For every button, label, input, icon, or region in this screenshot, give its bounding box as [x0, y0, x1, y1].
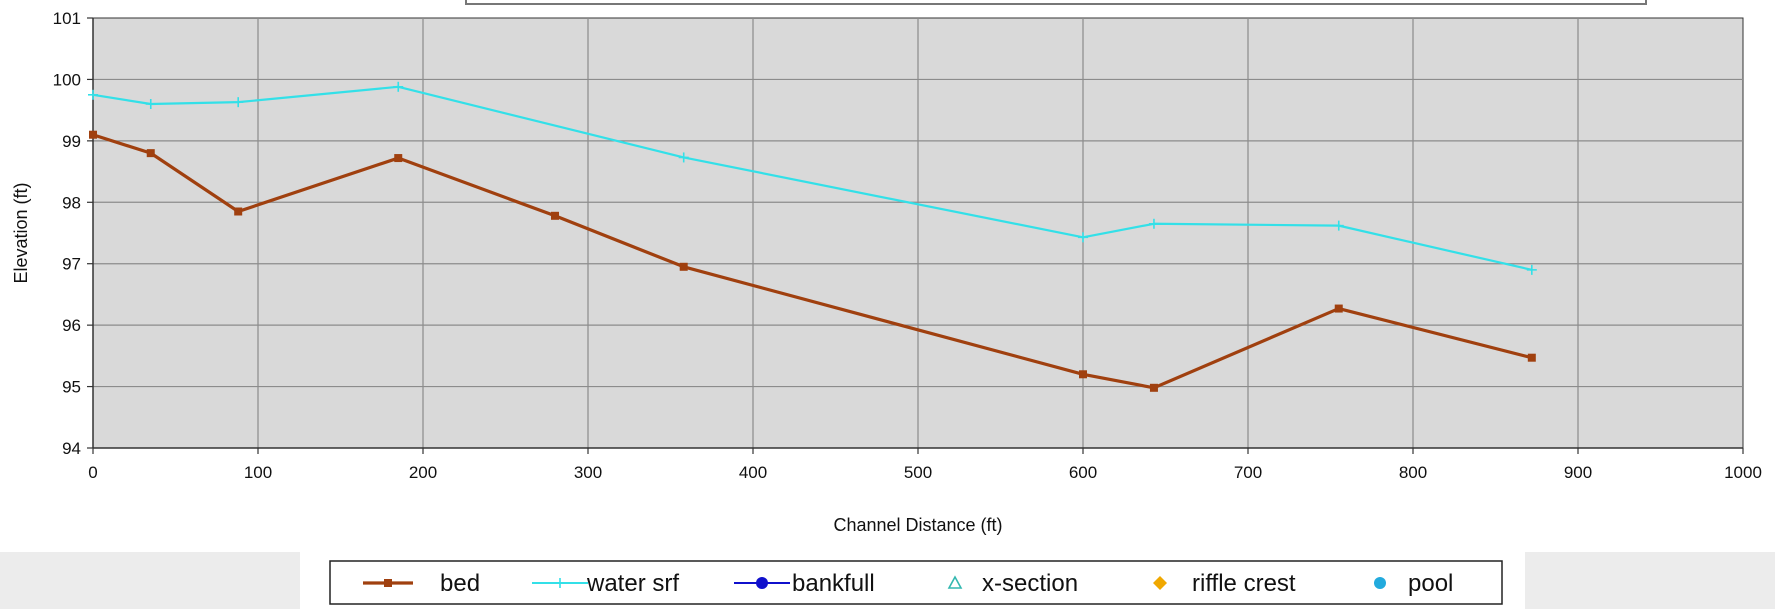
y-tick-label: 100 [53, 70, 81, 89]
water-srf-point [233, 97, 244, 108]
y-tick-label: 94 [62, 439, 81, 458]
x-tick-label: 0 [88, 463, 97, 482]
water-srf-point [88, 89, 98, 100]
title-box [465, 0, 1647, 5]
grid [93, 18, 1743, 448]
y-tick-label: 98 [62, 193, 81, 212]
legend-label-x-section: x-section [982, 570, 1078, 597]
legend-label-bed: bed [440, 570, 480, 597]
legend-item-bankfull: bankfull [734, 570, 875, 597]
legend-label-water-srf: water srf [586, 570, 679, 597]
y-tick-label: 101 [53, 9, 81, 28]
legend-marker-pool [1374, 577, 1386, 589]
water-srf-point [1078, 232, 1088, 243]
bed-point [394, 154, 403, 163]
legend-marker-bankfull [756, 577, 768, 589]
series-bed [89, 130, 1536, 392]
bed-point [1527, 353, 1536, 362]
bed-point [89, 130, 97, 139]
legend-item-bed: bed [363, 570, 480, 597]
bed-point [234, 207, 243, 216]
water-srf-point [1148, 218, 1159, 229]
legend-marker-x-section [947, 575, 963, 589]
bed-point [679, 262, 688, 271]
x-tick-label: 300 [574, 463, 602, 482]
water-srf-point [1526, 264, 1537, 275]
legend-marker-bed [384, 579, 392, 587]
legend-box [329, 560, 1503, 605]
y-axis-title: Elevation (ft) [11, 182, 31, 283]
x-tick-label: 1000 [1724, 463, 1762, 482]
bed-point [146, 149, 155, 158]
y-tick-label: 97 [62, 255, 81, 274]
x-tick-label: 100 [244, 463, 272, 482]
bed-point [551, 211, 559, 220]
x-tick-label: 800 [1399, 463, 1427, 482]
x-tick-label: 200 [409, 463, 437, 482]
water-srf-point [678, 152, 689, 163]
legend-label-riffle-crest: riffle crest [1192, 570, 1296, 597]
x-tick-label: 400 [739, 463, 767, 482]
legend: bed water srf bankfull x-section riffle cres… [363, 570, 1453, 597]
x-tick-label: 700 [1234, 463, 1262, 482]
series-layer [88, 81, 1537, 392]
bed-point [1079, 370, 1087, 379]
legend-label-bankfull: bankfull [792, 570, 875, 597]
legend-label-pool: pool [1408, 570, 1453, 597]
x-tick-label: 900 [1564, 463, 1592, 482]
bed-line [92, 133, 1533, 390]
x-tick-labels: 0 100 200 300 400 500 600 700 800 900 1000 [88, 448, 1762, 482]
y-tick-label: 96 [62, 316, 81, 335]
legend-item-water-srf: water srf [532, 570, 679, 597]
x-tick-label: 600 [1069, 463, 1097, 482]
bed-point [1149, 383, 1158, 392]
y-tick-label: 99 [62, 132, 81, 151]
bed-point [1334, 304, 1343, 313]
y-tick-labels: 94 95 96 97 98 99 100 101 [53, 9, 93, 458]
legend-marker-water-srf [555, 578, 565, 588]
x-tick-label: 500 [904, 463, 932, 482]
water-srf-point [145, 99, 156, 109]
legend-item-riffle-crest: riffle crest [1153, 570, 1296, 597]
x-axis-title: Channel Distance (ft) [833, 515, 1002, 535]
water-srf-point [1333, 220, 1344, 231]
legend-marker-riffle-crest [1153, 576, 1167, 590]
water-srf-point [393, 81, 404, 92]
legend-item-x-section: x-section [947, 570, 1078, 597]
legend-item-pool: pool [1374, 570, 1453, 597]
y-tick-label: 95 [62, 378, 81, 397]
series-water-srf [88, 81, 1537, 275]
